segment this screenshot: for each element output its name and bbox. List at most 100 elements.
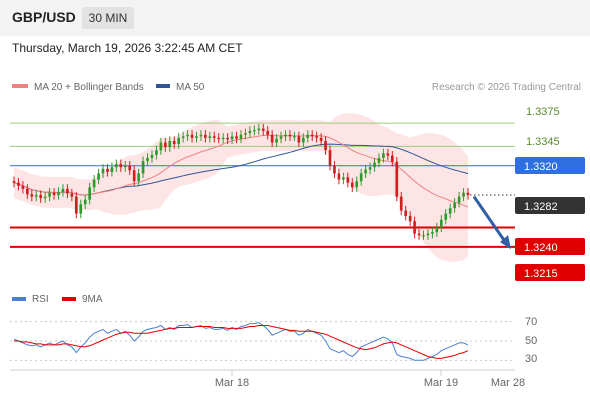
candle-body <box>466 192 470 196</box>
candle-body <box>26 188 29 195</box>
candle-body <box>355 181 359 188</box>
rsi-ma-line <box>14 325 469 359</box>
candle-body <box>181 136 185 138</box>
candle-body <box>386 153 390 156</box>
candle-body <box>186 134 189 137</box>
candle-body <box>448 208 452 214</box>
candle-body <box>279 136 283 139</box>
candle-body <box>132 170 136 182</box>
x-tick-mar28: Mar 28 <box>491 377 525 389</box>
candle-body <box>74 196 78 214</box>
candle-body <box>328 150 332 166</box>
candle-body <box>368 167 372 170</box>
candle-body <box>399 196 403 211</box>
candle-body <box>52 192 56 196</box>
x-tick-mar18: Mar 18 <box>215 377 249 389</box>
candle-body <box>422 235 425 237</box>
candle-body <box>226 137 229 140</box>
candle-body <box>333 165 336 174</box>
candle-body <box>306 134 310 138</box>
level-label-1.3345: 1.3345 <box>526 136 560 148</box>
ma20-legend-label: MA 20 + Bollinger Bands <box>34 82 144 93</box>
candle-body <box>88 187 92 200</box>
level-label-1.3215: 1.3215 <box>524 268 558 280</box>
candle-body <box>426 233 430 236</box>
candle-body <box>137 173 140 182</box>
ma50-legend-swatch <box>156 84 170 88</box>
candle-body <box>359 173 363 182</box>
candle-body <box>457 196 461 203</box>
candle-body <box>17 182 20 186</box>
candle-body <box>30 194 34 197</box>
candle-body <box>21 185 25 189</box>
rsi-plot <box>10 321 515 361</box>
chart-panel <box>0 36 590 400</box>
candle-body <box>115 164 118 168</box>
candle-body <box>261 128 265 131</box>
candle-body <box>172 140 176 145</box>
candle-body <box>342 177 345 180</box>
candle-body <box>61 188 65 192</box>
candle-body <box>217 137 221 140</box>
candle-body <box>453 202 456 209</box>
candle-body <box>208 136 212 138</box>
candle-body <box>39 195 43 199</box>
candle-body <box>150 154 154 158</box>
candle-body <box>92 179 96 188</box>
rsi-tick-30: 30 <box>525 353 537 365</box>
candle-body <box>97 173 100 180</box>
rsi-legend-swatch <box>12 297 26 301</box>
candle-body <box>310 134 314 137</box>
candle-body <box>444 213 448 220</box>
candle-body <box>190 134 194 138</box>
candle-body <box>195 136 198 138</box>
candle-body <box>12 181 16 183</box>
candle-body <box>301 137 305 143</box>
candle-body <box>293 136 296 138</box>
candle-body <box>390 155 394 162</box>
candle-body <box>168 140 172 148</box>
rsi-ma-legend-label: 9MA <box>82 294 103 305</box>
candle-body <box>284 134 287 137</box>
candle-body <box>350 182 354 188</box>
price-plot <box>10 113 515 262</box>
candle-body <box>462 192 465 197</box>
x-tick-mar19: Mar 19 <box>424 377 458 389</box>
candle-body <box>235 136 238 139</box>
rsi-tick-50: 50 <box>525 335 537 347</box>
candle-body <box>221 137 225 140</box>
candle-body <box>253 130 256 132</box>
candle-body <box>395 161 399 197</box>
ma20-legend-swatch <box>12 84 28 88</box>
pivot-tag <box>515 157 585 174</box>
candle-body <box>83 199 87 205</box>
candle-body <box>128 165 132 171</box>
candle-body <box>119 164 123 168</box>
candle-body <box>43 196 47 199</box>
candle-body <box>177 137 181 145</box>
candle-body <box>439 219 443 228</box>
candle-body <box>239 134 243 139</box>
candle-body <box>66 188 69 194</box>
candle-body <box>377 157 381 163</box>
candle-body <box>204 134 207 138</box>
candle-body <box>106 168 109 172</box>
forecast-arrow-head <box>500 235 511 250</box>
rsi-line <box>13 322 469 361</box>
rsi-legend-label: RSI <box>32 294 49 305</box>
candle-body <box>319 137 323 141</box>
candle-body <box>382 153 385 158</box>
candle-body <box>141 161 145 174</box>
candle-body <box>435 227 439 233</box>
candle-body <box>275 138 278 143</box>
candle-body <box>337 173 341 180</box>
candle-body <box>146 157 149 162</box>
candle-body <box>34 195 38 197</box>
candle-body <box>266 130 270 135</box>
level-label-1.3240: 1.3240 <box>524 242 558 254</box>
support-tag-1 <box>515 238 585 255</box>
candle-body <box>288 134 292 137</box>
candle-body <box>230 136 234 140</box>
timeframe-button[interactable]: 30 MIN <box>82 7 134 29</box>
